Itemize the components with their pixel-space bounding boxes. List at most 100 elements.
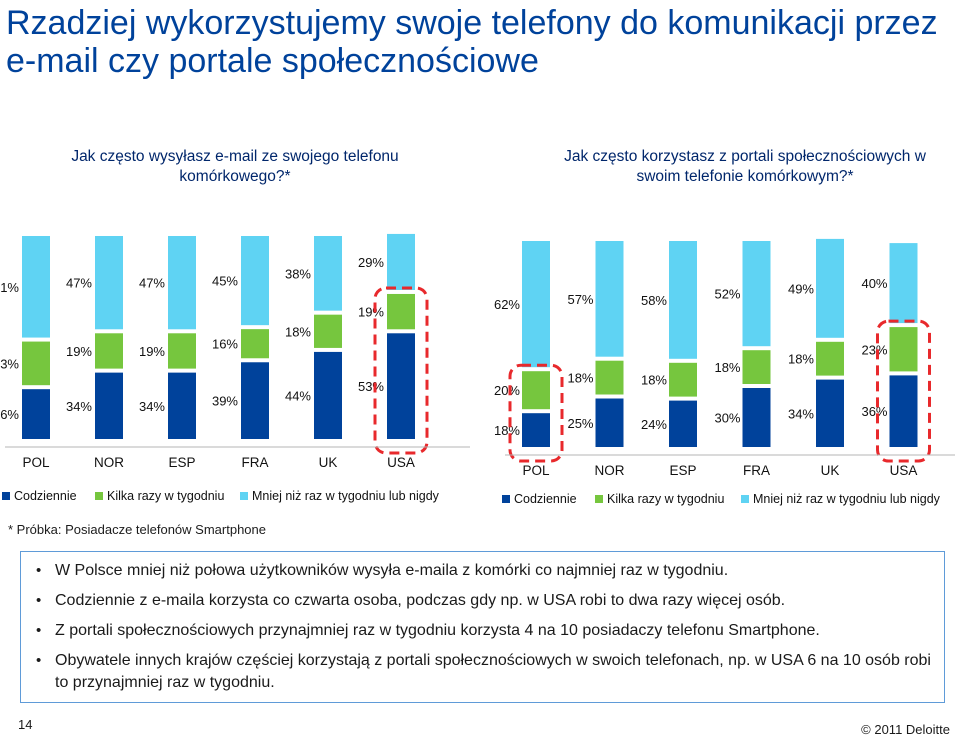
bar-rarely-nor — [95, 236, 123, 330]
data-label: 34% — [788, 406, 814, 421]
data-label: 29% — [358, 255, 384, 270]
bar-rarely-usa — [387, 233, 415, 290]
data-label: 20% — [494, 383, 520, 398]
bar-daily-uk — [314, 351, 342, 439]
bar-weekly-usa — [889, 327, 918, 372]
legend-swatch-rarely — [240, 492, 248, 500]
copyright: © 2011 Deloitte — [861, 722, 950, 737]
data-label: 23% — [0, 356, 19, 371]
bar-rarely-nor — [595, 241, 624, 357]
legend-swatch-weekly — [95, 492, 103, 500]
legend-swatch-rarely — [741, 495, 749, 503]
bar-weekly-pol — [22, 341, 50, 386]
finding-item: Obywatele innych krajów częściej korzyst… — [31, 650, 936, 694]
bar-rarely-usa — [889, 243, 918, 324]
data-label: 16% — [212, 337, 238, 352]
category-label-usa: USA — [890, 463, 918, 478]
bar-weekly-fra — [241, 329, 269, 359]
legend-label-rarely: Mniej niż raz w tygodniu lub nigdy — [753, 492, 941, 506]
bar-rarely-fra — [742, 241, 771, 347]
data-label: 52% — [714, 287, 740, 302]
legend-label-rarely: Mniej niż raz w tygodniu lub nigdy — [252, 489, 440, 503]
category-label-esp: ESP — [168, 455, 195, 470]
highlight-box-usa — [373, 286, 429, 455]
data-label: 44% — [285, 388, 311, 403]
category-label-uk: UK — [821, 463, 840, 478]
legend-label-daily: Codziennie — [14, 489, 77, 503]
chart-right-question: Jak często korzystasz z portali społeczn… — [564, 148, 926, 185]
bar-daily-nor — [595, 398, 624, 447]
data-label: 36% — [861, 404, 887, 419]
bar-weekly-pol — [522, 371, 550, 410]
finding-item: Z portali społecznościowych przynajmniej… — [31, 620, 936, 642]
data-label: 58% — [641, 293, 667, 308]
data-label: 57% — [567, 292, 593, 307]
bar-rarely-esp — [669, 241, 697, 359]
chart-left-question: Jak często wysyłasz e-mail ze swojego te… — [71, 148, 399, 185]
data-label: 18% — [285, 324, 311, 339]
data-label: 30% — [714, 411, 740, 426]
bar-weekly-usa — [387, 293, 415, 330]
data-label: 18% — [494, 423, 520, 438]
bar-weekly-fra — [742, 350, 771, 384]
bar-rarely-uk — [816, 238, 844, 338]
bar-daily-fra — [241, 362, 269, 439]
bar-weekly-uk — [314, 314, 342, 348]
data-label: 19% — [139, 344, 165, 359]
bar-daily-usa — [889, 375, 918, 447]
key-findings-box: W Polsce mniej niż połowa użytkowników w… — [20, 551, 945, 703]
bar-weekly-esp — [669, 362, 697, 397]
bar-weekly-nor — [595, 360, 624, 395]
page-title: Rzadziej wykorzystujemy swoje telefony d… — [6, 4, 938, 80]
finding-item: W Polsce mniej niż połowa użytkowników w… — [31, 560, 936, 582]
bar-rarely-pol — [22, 236, 50, 338]
bar-daily-esp — [168, 372, 196, 439]
data-label: 18% — [788, 352, 814, 367]
legend-swatch-daily — [2, 492, 10, 500]
data-label: 40% — [861, 276, 887, 291]
category-label-fra: FRA — [743, 463, 770, 478]
bar-daily-fra — [742, 388, 771, 447]
data-label: 47% — [66, 276, 92, 291]
legend-swatch-weekly — [595, 495, 603, 503]
data-label: 25% — [567, 416, 593, 431]
bar-weekly-esp — [168, 333, 196, 369]
bar-daily-pol — [22, 389, 50, 439]
category-label-pol: POL — [522, 463, 550, 478]
highlight-box-usa — [876, 319, 931, 463]
category-label-esp: ESP — [669, 463, 696, 478]
category-label-nor: NOR — [595, 463, 625, 478]
category-label-usa: USA — [387, 455, 415, 470]
data-label: 18% — [567, 371, 593, 386]
data-label: 38% — [285, 266, 311, 281]
data-label: 34% — [66, 399, 92, 414]
bar-daily-usa — [387, 333, 415, 439]
category-label-nor: NOR — [94, 455, 124, 470]
data-label: 49% — [788, 281, 814, 296]
category-label-pol: POL — [22, 455, 50, 470]
data-label: 26% — [0, 407, 19, 422]
bar-rarely-uk — [314, 236, 342, 311]
bar-daily-esp — [669, 400, 697, 447]
data-label: 45% — [212, 274, 238, 289]
legend-swatch-daily — [502, 495, 510, 503]
social-frequency-chart: 18% 20% 62% POL 25% 18% 57% NOR 24% 18% 58% ESP 30% 1… — [494, 238, 955, 506]
legend-label-weekly: Kilka razy w tygodniu — [607, 492, 724, 506]
bar-rarely-pol — [522, 241, 550, 368]
bar-rarely-esp — [168, 236, 196, 330]
bar-weekly-uk — [816, 341, 844, 376]
data-label: 34% — [139, 399, 165, 414]
data-label: 19% — [66, 344, 92, 359]
category-label-uk: UK — [319, 455, 338, 470]
data-label: 23% — [861, 342, 887, 357]
data-label: 53% — [358, 379, 384, 394]
bar-rarely-fra — [241, 236, 269, 326]
highlight-box-pol — [508, 363, 564, 463]
data-label: 24% — [641, 417, 667, 432]
data-label: 39% — [212, 394, 238, 409]
email-frequency-chart: 26% 23% 51% POL 34% 19% 47% NOR 34% 19% 47% ESP 39% 1… — [0, 233, 470, 503]
bar-daily-pol — [522, 413, 550, 447]
legend-label-daily: Codziennie — [514, 492, 577, 506]
page-number: 14 — [18, 717, 33, 732]
data-label: 47% — [139, 276, 165, 291]
